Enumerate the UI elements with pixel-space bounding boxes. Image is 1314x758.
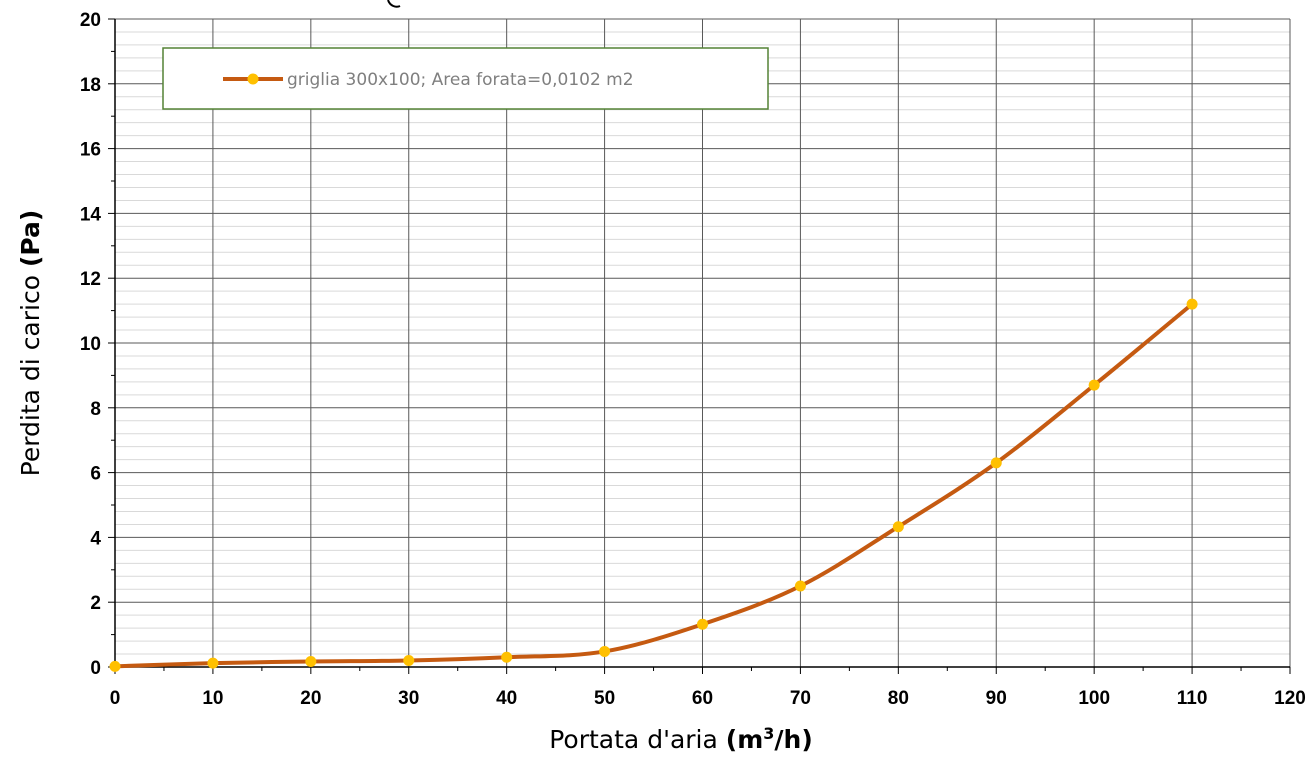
x-tick-label: 120 bbox=[1274, 688, 1306, 709]
x-tick-label: 0 bbox=[110, 688, 121, 709]
data-point bbox=[403, 655, 415, 667]
legend-marker-swatch bbox=[247, 73, 259, 85]
y-tick-label: 2 bbox=[90, 593, 101, 614]
x-tick-label: 100 bbox=[1078, 688, 1110, 709]
data-point bbox=[892, 521, 904, 533]
x-tick-labels: 0 10 20 30 40 50 60 70 80 90 100 110 120 bbox=[110, 688, 1306, 709]
title-fragment bbox=[387, 0, 401, 8]
series-layer bbox=[109, 298, 1198, 672]
data-point bbox=[990, 457, 1002, 469]
data-point bbox=[1088, 379, 1100, 391]
y-tick-label: 12 bbox=[80, 269, 101, 290]
data-point bbox=[697, 618, 708, 630]
y-tick-label: 10 bbox=[80, 334, 101, 355]
data-point bbox=[1186, 298, 1198, 310]
y-tick-labels: 0 2 4 6 8 10 12 14 16 18 20 bbox=[80, 10, 102, 679]
legend-label: griglia 300x100; Area forata=0,0102 m2 bbox=[287, 70, 634, 90]
x-tick-label: 90 bbox=[986, 688, 1007, 709]
x-tick-label: 60 bbox=[692, 688, 713, 709]
grid bbox=[115, 18, 1291, 667]
data-point bbox=[501, 651, 513, 663]
data-point bbox=[109, 660, 121, 672]
axes bbox=[108, 18, 1291, 674]
y-tick-label: 18 bbox=[80, 75, 101, 96]
x-tick-label: 20 bbox=[300, 688, 321, 709]
y-tick-label: 8 bbox=[90, 399, 101, 420]
y-tick-label: 16 bbox=[80, 140, 101, 161]
x-tick-label: 30 bbox=[398, 688, 419, 709]
x-tick-label: 70 bbox=[790, 688, 811, 709]
data-point bbox=[599, 645, 611, 657]
y-axis-label: Perdita di carico (Pa) bbox=[16, 210, 45, 477]
x-tick-label: 40 bbox=[496, 688, 517, 709]
data-point bbox=[207, 657, 219, 669]
x-axis-label: Portata d'aria (m3/h) bbox=[549, 724, 813, 754]
y-tick-label: 6 bbox=[90, 464, 101, 485]
x-tick-label: 80 bbox=[888, 688, 909, 709]
x-tick-label: 110 bbox=[1177, 688, 1208, 709]
data-point bbox=[305, 655, 317, 667]
y-tick-label: 14 bbox=[80, 204, 102, 225]
x-tick-label: 10 bbox=[202, 688, 223, 709]
x-tick-label: 50 bbox=[594, 688, 615, 709]
data-point bbox=[794, 580, 806, 592]
y-tick-label: 20 bbox=[80, 10, 101, 31]
legend: griglia 300x100; Area forata=0,0102 m2 bbox=[162, 47, 769, 110]
y-tick-label: 4 bbox=[90, 528, 101, 549]
y-tick-label: 0 bbox=[90, 658, 101, 679]
